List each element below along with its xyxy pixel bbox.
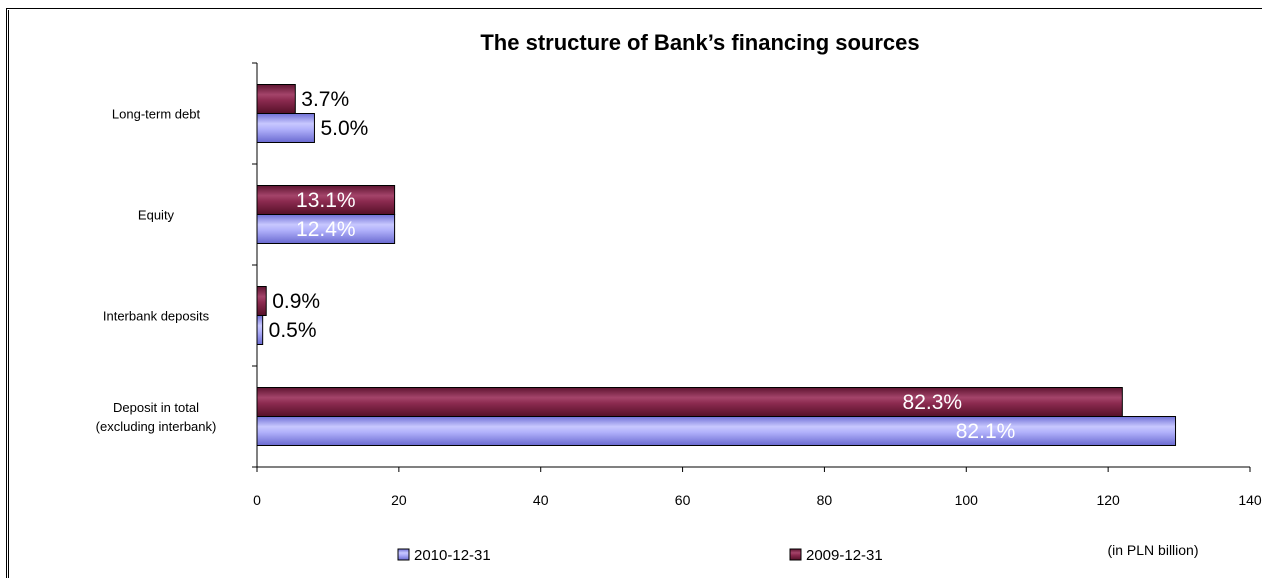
x-tick-label: 120 xyxy=(1096,492,1120,508)
x-tick-label: 140 xyxy=(1238,492,1262,508)
data-label-2009-12-31: 82.3% xyxy=(903,391,963,414)
data-label-2010-12-31: 5.0% xyxy=(320,117,368,140)
legend: 2010-12-31 2009-12-31 xyxy=(397,547,883,564)
bar-2010-12-31 xyxy=(256,113,315,143)
plot-area: 0 20 40 60 80 100 120 140 Long-term debt Equity In… xyxy=(96,62,1262,508)
data-label-2010-12-31: 0.5% xyxy=(269,319,317,342)
data-label-2009-12-31: 3.7% xyxy=(301,88,349,111)
chart-title: The structure of Bank’s financing source… xyxy=(480,30,919,55)
data-label-2010-12-31: 12.4% xyxy=(296,218,356,241)
chart-frame-inner-border xyxy=(8,10,1262,578)
bar-2010-12-31 xyxy=(256,315,264,345)
legend-swatch-2009-12-31 xyxy=(789,548,802,561)
bar-2010-12-31 xyxy=(256,214,396,244)
x-tick-label: 60 xyxy=(675,492,691,508)
y-category-label: (excluding interbank) xyxy=(96,419,217,434)
x-tick-label: 40 xyxy=(533,492,549,508)
y-category-label: Interbank deposits xyxy=(103,309,210,324)
legend-label-2009-12-31: 2009-12-31 xyxy=(806,547,883,564)
x-tick-label: 0 xyxy=(253,492,261,508)
x-tick-label: 100 xyxy=(955,492,979,508)
y-category-label: Deposit in total xyxy=(113,400,199,415)
bar-2010-12-31 xyxy=(256,416,1177,446)
data-label-2009-12-31: 13.1% xyxy=(296,189,356,212)
x-tick-label: 20 xyxy=(391,492,407,508)
data-label-2010-12-31: 82.1% xyxy=(956,420,1016,443)
legend-label-2010-12-31: 2010-12-31 xyxy=(414,547,491,564)
y-category-label: Equity xyxy=(138,208,175,223)
x-axis-unit-label: (in PLN billion) xyxy=(1107,542,1198,558)
data-label-2009-12-31: 0.9% xyxy=(272,290,320,313)
bar-2009-12-31 xyxy=(256,84,296,114)
bar-2009-12-31 xyxy=(256,286,267,316)
legend-swatch-2010-12-31 xyxy=(397,548,410,561)
x-tick-label: 80 xyxy=(817,492,833,508)
y-category-label: Long-term debt xyxy=(112,107,201,122)
bar-2009-12-31 xyxy=(256,387,1123,417)
chart-frame xyxy=(6,8,1262,578)
